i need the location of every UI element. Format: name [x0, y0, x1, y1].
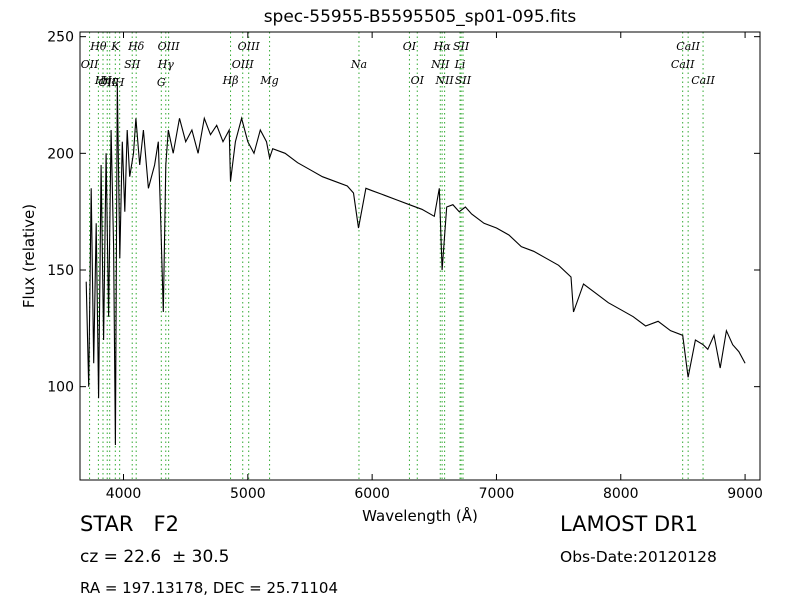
- line-marker-label: Mg: [259, 74, 278, 87]
- line-marker-label: Hη: [94, 74, 112, 87]
- y-axis-ticks: 100 150 200 250: [47, 30, 760, 396]
- y-tick-label: 200: [47, 146, 74, 162]
- x-tick-label: 6000: [354, 486, 390, 502]
- chart-title: spec-55955-B5595505_sp01-095.fits: [264, 7, 577, 27]
- y-tick-label: 100: [47, 380, 74, 396]
- line-marker-label: SII: [455, 74, 472, 87]
- x-axis-label: Wavelength (Å): [362, 506, 478, 525]
- line-marker-label: SII: [124, 58, 141, 71]
- line-marker-label: OII: [81, 58, 99, 71]
- line-marker-label: Hα: [433, 40, 452, 53]
- line-marker-label: SII: [453, 40, 470, 53]
- x-tick-label: 4000: [106, 486, 142, 502]
- line-marker-label: CaII: [691, 74, 715, 87]
- y-tick-label: 150: [47, 263, 74, 279]
- line-marker-label: K: [110, 40, 120, 53]
- line-marker-label: OIII: [158, 40, 181, 53]
- emission-line-labels: OIIHθHηOIIKHεHSIIHδGHγOIIIHβOIIIOIIIMgNa…: [81, 40, 716, 89]
- emission-line-markers: [89, 32, 704, 480]
- line-marker-label: Hγ: [157, 58, 175, 71]
- x-axis-ticks: 4000 5000 6000 7000 8000 9000: [106, 32, 763, 502]
- line-marker-label: Hε: [101, 74, 118, 87]
- line-marker-label: OI: [403, 40, 417, 53]
- redshift-value: cz = 22.6 ± 30.5: [80, 547, 230, 567]
- x-tick-label: 8000: [603, 486, 639, 502]
- line-marker-label: Na: [350, 58, 367, 71]
- line-marker-label: CaII: [671, 58, 695, 71]
- spectrum-line: [85, 83, 746, 446]
- line-marker-label: Li: [454, 58, 466, 71]
- line-marker-label: Hθ: [89, 40, 107, 53]
- line-marker-label: H: [114, 76, 125, 89]
- line-marker-label: G: [157, 76, 166, 89]
- line-marker-label: NII: [430, 58, 450, 71]
- y-tick-label: 250: [47, 30, 74, 46]
- x-tick-label: 9000: [727, 486, 763, 502]
- plot-frame: [79, 31, 761, 481]
- line-marker-label: Hδ: [127, 40, 145, 53]
- y-axis-label: Flux (relative): [20, 204, 38, 308]
- x-tick-label: 5000: [230, 486, 266, 502]
- line-marker-label: OI: [411, 74, 425, 87]
- line-marker-label: OIII: [238, 40, 261, 53]
- line-marker-label: OII: [98, 76, 116, 89]
- line-marker-label: OIII: [232, 58, 255, 71]
- object-class: STAR F2: [80, 512, 179, 536]
- line-marker-label: Hβ: [222, 74, 239, 87]
- line-marker-label: CaII: [676, 40, 700, 53]
- coordinates: RA = 197.13178, DEC = 25.71104: [80, 579, 339, 597]
- x-tick-label: 7000: [479, 486, 515, 502]
- survey-name: LAMOST DR1: [560, 512, 699, 536]
- line-marker-label: NII: [434, 74, 454, 87]
- observation-date: Obs-Date:20120128: [560, 548, 717, 566]
